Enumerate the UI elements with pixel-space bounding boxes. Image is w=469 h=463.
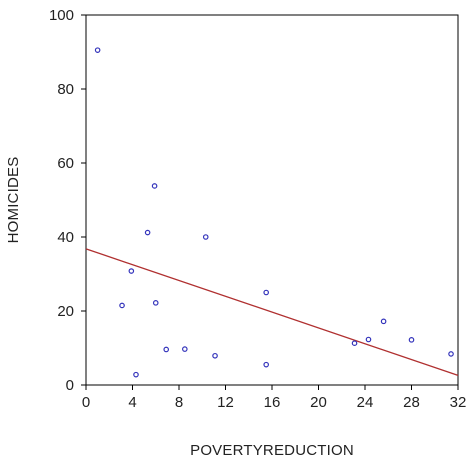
data-point (365, 336, 372, 343)
x-tick-label: 28 (403, 394, 420, 411)
x-axis-ticks: 0 4 8 12 16 20 24 28 32 (82, 385, 467, 411)
x-tick-label: 0 (82, 394, 90, 411)
fit-line-layer (85, 248, 459, 376)
data-point (151, 183, 158, 189)
data-point (144, 229, 151, 236)
x-tick-label: 32 (450, 394, 467, 411)
data-point (182, 346, 188, 352)
data-point (94, 47, 101, 53)
x-tick-label: 8 (175, 394, 183, 411)
x-tick-label: 4 (128, 394, 136, 411)
y-tick-label: 20 (57, 303, 74, 320)
data-point (119, 302, 125, 309)
data-point (408, 337, 415, 343)
x-axis-title: POVERTYREDUCTION (190, 442, 354, 459)
plot-border (85, 14, 459, 386)
data-point (163, 346, 170, 353)
regression-line (85, 248, 459, 376)
data-point (202, 234, 209, 240)
x-tick-label: 24 (357, 394, 374, 411)
x-tick-label: 16 (264, 394, 281, 411)
data-point (263, 361, 269, 368)
data-point (128, 268, 135, 274)
data-point (448, 351, 454, 357)
y-tick-label: 100 (49, 7, 74, 24)
data-point (351, 340, 358, 346)
data-point (212, 352, 218, 359)
data-point (133, 371, 139, 378)
y-tick-label: 80 (57, 81, 74, 98)
y-tick-label: 60 (57, 155, 74, 172)
x-tick-label: 12 (217, 394, 234, 411)
y-axis-title: HOMICIDES (5, 157, 22, 244)
x-tick-label: 20 (310, 394, 327, 411)
y-axis-ticks: 0 20 40 60 80 100 (49, 7, 86, 394)
y-tick-label: 0 (66, 377, 74, 394)
plot-frame (85, 14, 459, 386)
data-point (263, 289, 269, 296)
data-point (152, 300, 159, 306)
data-point (380, 318, 387, 325)
y-tick-label: 40 (57, 229, 74, 246)
scatter-points (94, 47, 454, 378)
